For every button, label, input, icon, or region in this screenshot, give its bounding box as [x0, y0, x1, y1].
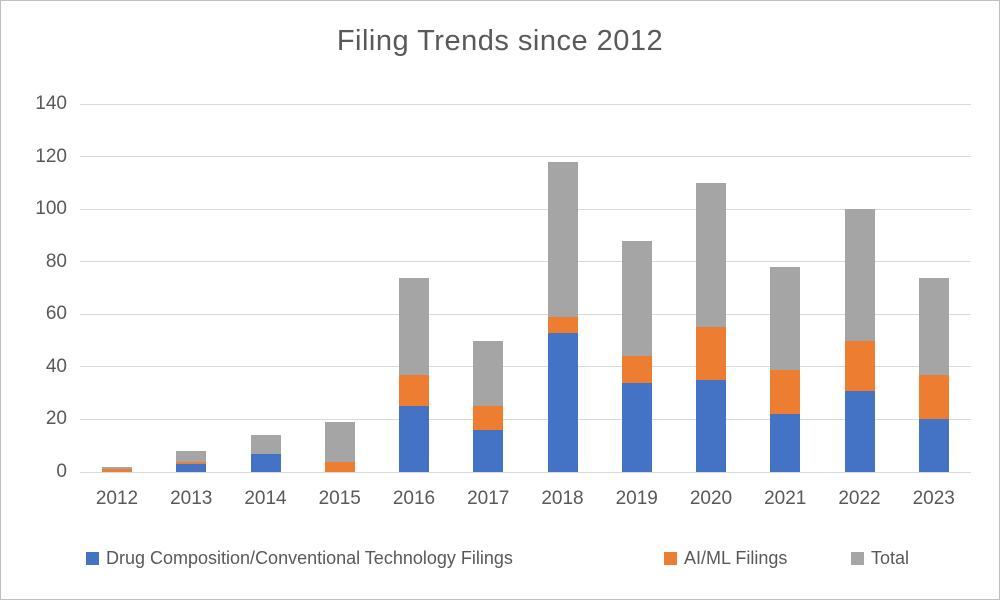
- bar-segment-2019-aiml: [621, 356, 652, 383]
- x-tick-label-2014: 2014: [244, 488, 287, 509]
- bar-segment-2015-total: [324, 422, 355, 462]
- y-tick-label-100: 100: [35, 198, 67, 220]
- x-tick-label-2013: 2013: [170, 488, 213, 509]
- bar-segment-2013-aiml: [176, 461, 207, 465]
- x-tick-label-2018: 2018: [541, 488, 584, 509]
- legend-label: Total: [871, 547, 910, 568]
- gridline-y-140: [80, 103, 971, 105]
- bar-segment-2022-total: [844, 209, 875, 341]
- x-tick-label-2022: 2022: [838, 488, 881, 509]
- bar-segment-2016-total: [399, 277, 430, 375]
- bar-segment-2017-total: [473, 340, 504, 407]
- bar-segment-2023-drug: [918, 419, 949, 472]
- legend-item-drug: Drug Composition/Conventional Technology…: [86, 547, 513, 568]
- gridline-y-80: [80, 261, 971, 263]
- bar-segment-2022-drug: [844, 390, 875, 472]
- gridline-y-0: [80, 471, 971, 473]
- bar-segment-2023-aiml: [918, 374, 949, 420]
- y-tick-label-20: 20: [45, 408, 67, 430]
- legend-swatch-icon: [86, 551, 99, 565]
- bar-segment-2018-total: [547, 161, 578, 317]
- bar-2020: [696, 182, 727, 472]
- legend-swatch-icon: [664, 551, 677, 565]
- x-tick-label-2017: 2017: [467, 488, 510, 509]
- bar-segment-2020-total: [696, 182, 727, 328]
- x-tick-label-2012: 2012: [95, 488, 139, 509]
- bar-segment-2019-drug: [621, 382, 652, 472]
- bar-2019: [621, 240, 652, 472]
- bar-segment-2021-aiml: [770, 369, 801, 415]
- y-tick-label-80: 80: [45, 250, 67, 272]
- bar-segment-2012-aiml: [102, 469, 133, 472]
- bar-segment-2013-total: [176, 451, 207, 462]
- bar-2021: [770, 267, 801, 472]
- bar-segment-2013-drug: [176, 464, 207, 472]
- x-tick-label-2021: 2021: [764, 488, 807, 509]
- bar-segment-2019-total: [621, 240, 652, 357]
- bar-segment-2017-drug: [473, 429, 504, 472]
- bar-segment-2023-total: [918, 277, 949, 375]
- x-tick-label-2015: 2015: [318, 488, 361, 509]
- bar-2016: [399, 277, 430, 472]
- bar-segment-2020-drug: [696, 380, 727, 472]
- gridline-y-100: [80, 208, 971, 210]
- bar-2022: [844, 209, 875, 472]
- y-tick-label-0: 0: [56, 461, 67, 482]
- x-tick-label-2020: 2020: [689, 488, 733, 509]
- bar-segment-2014-drug: [250, 453, 281, 472]
- legend: Drug Composition/Conventional Technology…: [1, 547, 999, 573]
- x-tick-label-2016: 2016: [392, 488, 436, 509]
- bar-segment-2012-total: [102, 466, 133, 470]
- chart-title: Filing Trends since 2012: [336, 25, 664, 57]
- y-tick-label-140: 140: [35, 93, 67, 114]
- x-tick-label-2019: 2019: [615, 488, 658, 509]
- legend-item-total: Total: [851, 547, 910, 568]
- legend-swatch-icon: [851, 551, 864, 565]
- plot-area: [80, 103, 971, 473]
- y-tick-label-40: 40: [45, 355, 67, 377]
- bar-segment-2014-total: [250, 435, 281, 454]
- bar-2015: [324, 422, 355, 472]
- bar-segment-2022-aiml: [844, 340, 875, 391]
- bar-segment-2016-aiml: [399, 374, 430, 407]
- gridline-y-40: [80, 366, 971, 368]
- bar-2018: [547, 161, 578, 472]
- y-tick-label-60: 60: [45, 303, 67, 325]
- bar-segment-2020-aiml: [696, 327, 727, 380]
- bar-2017: [473, 340, 504, 472]
- bar-segment-2018-drug: [547, 332, 578, 472]
- bar-2012: [102, 466, 133, 472]
- legend-label: AI/ML Filings: [684, 547, 788, 568]
- bar-2023: [918, 277, 949, 472]
- bar-segment-2017-aiml: [473, 406, 504, 430]
- legend-item-aiml: AI/ML Filings: [664, 547, 788, 568]
- bar-segment-2016-drug: [399, 406, 430, 472]
- bar-segment-2018-aiml: [547, 316, 578, 333]
- bar-segment-2021-total: [770, 267, 801, 370]
- x-tick-label-2023: 2023: [912, 488, 955, 509]
- bar-segment-2015-aiml: [324, 461, 355, 472]
- y-tick-label-120: 120: [35, 145, 67, 167]
- legend-label: Drug Composition/Conventional Technology…: [106, 547, 513, 568]
- bar-2014: [250, 435, 281, 472]
- gridline-y-120: [80, 156, 971, 158]
- bar-segment-2021-drug: [770, 414, 801, 472]
- gridline-y-60: [80, 313, 971, 315]
- gridline-y-20: [80, 418, 971, 420]
- bar-2013: [176, 451, 207, 472]
